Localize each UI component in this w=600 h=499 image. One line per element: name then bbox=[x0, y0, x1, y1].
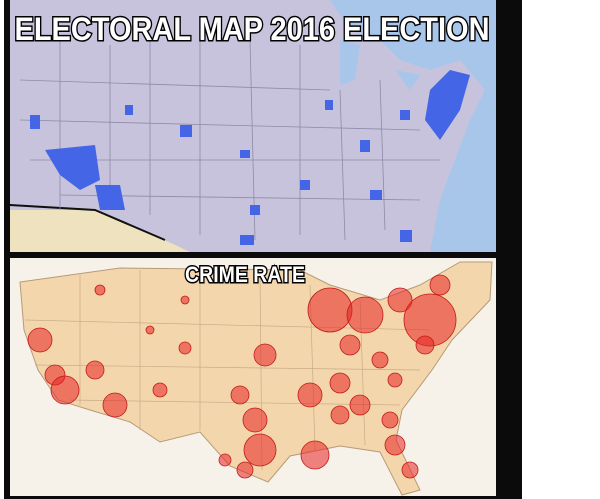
crime-circle bbox=[429, 274, 451, 296]
map-title: ELECTORAL MAP 2016 ELECTION bbox=[15, 11, 490, 47]
crime-circle bbox=[346, 296, 384, 334]
mexico bbox=[10, 210, 190, 252]
crime-circle bbox=[145, 325, 155, 335]
crime-circle bbox=[253, 343, 277, 367]
electoral-map: ELECTORAL MAP 2016 ELECTION bbox=[9, 0, 496, 252]
crime-circle bbox=[329, 372, 351, 394]
crime-circle bbox=[387, 372, 403, 388]
crime-circle bbox=[102, 392, 128, 418]
crime-circle bbox=[330, 405, 350, 425]
crime-circles bbox=[27, 274, 457, 479]
crime-circle bbox=[242, 407, 268, 433]
crime-circle bbox=[339, 334, 361, 356]
great-lakes bbox=[340, 40, 420, 90]
crime-circle bbox=[180, 295, 190, 305]
crime-circle bbox=[218, 453, 232, 467]
map-title: CRIME RATE bbox=[185, 262, 305, 287]
crime-circle bbox=[415, 335, 435, 355]
crime-circle bbox=[230, 385, 250, 405]
crime-map: CRIME RATE bbox=[10, 258, 496, 496]
ocean bbox=[330, 0, 496, 252]
crime-circle bbox=[297, 382, 323, 408]
crime-circle bbox=[300, 440, 330, 470]
crime-circle bbox=[307, 287, 353, 333]
crime-circle bbox=[94, 284, 106, 296]
crime-circle bbox=[27, 327, 53, 353]
crime-circle bbox=[384, 434, 406, 456]
border bbox=[9, 204, 166, 241]
crime-circle bbox=[381, 411, 399, 429]
crime-circle bbox=[387, 287, 413, 313]
crime-circle bbox=[85, 360, 105, 380]
crime-circle bbox=[401, 461, 419, 479]
crime-circle bbox=[236, 461, 254, 479]
crime-circle bbox=[371, 351, 389, 369]
blue-counties bbox=[30, 70, 470, 245]
crime-circle bbox=[50, 375, 80, 405]
crime-circle bbox=[349, 394, 371, 416]
state-lines bbox=[19, 39, 440, 241]
crime-circle bbox=[243, 433, 277, 467]
crime-circle bbox=[178, 341, 192, 355]
crime-circle bbox=[152, 382, 168, 398]
